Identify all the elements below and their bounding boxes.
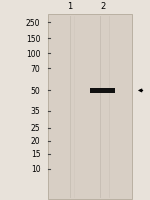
Text: 20: 20 xyxy=(31,137,40,145)
Text: 2: 2 xyxy=(100,2,105,11)
Text: 15: 15 xyxy=(31,150,40,158)
Bar xyxy=(90,88,115,94)
Text: 70: 70 xyxy=(31,65,40,73)
Text: 150: 150 xyxy=(26,35,40,43)
Bar xyxy=(48,15,132,199)
Text: 35: 35 xyxy=(31,107,40,115)
Text: 50: 50 xyxy=(31,87,40,95)
Text: 10: 10 xyxy=(31,165,40,173)
Text: 250: 250 xyxy=(26,19,40,27)
Text: 1: 1 xyxy=(67,2,72,11)
Text: 100: 100 xyxy=(26,50,40,58)
Text: 25: 25 xyxy=(31,124,40,132)
